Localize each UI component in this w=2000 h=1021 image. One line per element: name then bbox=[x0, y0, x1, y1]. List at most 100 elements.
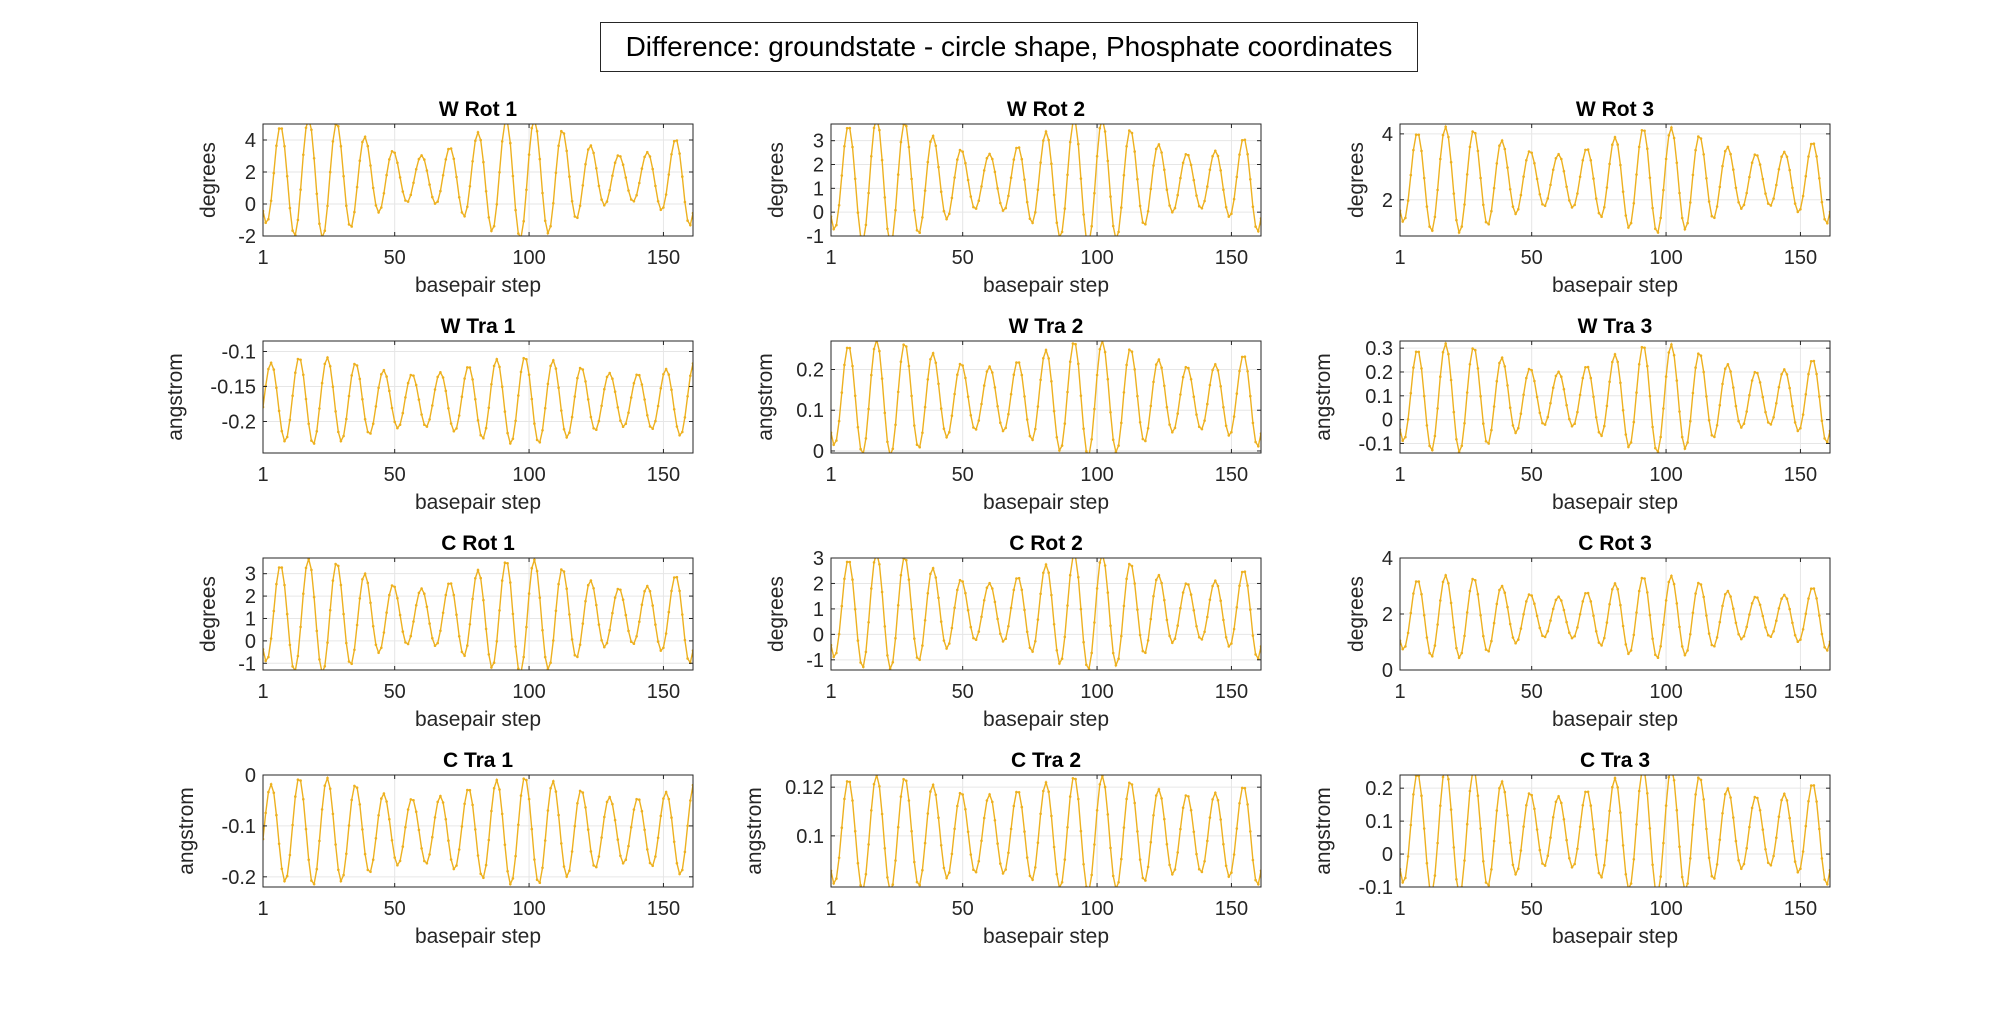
data-point bbox=[595, 428, 598, 432]
data-point bbox=[1707, 200, 1711, 203]
data-point bbox=[425, 425, 429, 428]
y-tick-label: 2 bbox=[245, 586, 256, 608]
data-point bbox=[1769, 635, 1773, 638]
axes-box bbox=[830, 557, 1262, 671]
data-point bbox=[382, 368, 386, 372]
data-point bbox=[1093, 621, 1096, 624]
data-point bbox=[1189, 808, 1193, 812]
data-point bbox=[570, 850, 574, 853]
data-point bbox=[1455, 878, 1458, 881]
data-point bbox=[1109, 411, 1112, 414]
data-point bbox=[1560, 157, 1563, 161]
data-point bbox=[1766, 633, 1770, 637]
data-point bbox=[1498, 588, 1501, 592]
data-point bbox=[1077, 362, 1080, 366]
data-point bbox=[853, 394, 857, 398]
data-point bbox=[568, 869, 571, 872]
data-point bbox=[1157, 143, 1161, 146]
plot-area bbox=[263, 124, 693, 236]
data-point bbox=[549, 661, 552, 664]
data-point bbox=[1541, 862, 1544, 865]
data-point bbox=[1128, 129, 1131, 132]
data-point bbox=[1047, 790, 1050, 793]
data-point bbox=[339, 439, 343, 443]
data-point bbox=[1009, 827, 1013, 831]
data-point bbox=[484, 863, 488, 867]
data-point bbox=[1420, 367, 1423, 370]
data-point bbox=[1710, 643, 1714, 647]
data-point bbox=[525, 778, 528, 782]
data-point bbox=[431, 195, 434, 199]
data-point bbox=[1705, 614, 1708, 617]
data-point bbox=[1535, 828, 1539, 831]
data-point bbox=[1707, 632, 1711, 635]
data-point bbox=[686, 395, 689, 398]
data-point bbox=[1406, 631, 1410, 635]
data-point bbox=[267, 367, 270, 371]
data-point bbox=[621, 598, 625, 601]
data-point bbox=[945, 436, 948, 439]
data-point bbox=[482, 876, 485, 879]
subplot-title: W Rot 2 bbox=[1007, 98, 1085, 121]
data-point bbox=[390, 406, 394, 410]
data-point bbox=[972, 205, 975, 209]
data-point bbox=[1670, 343, 1673, 346]
data-point bbox=[1436, 841, 1439, 845]
data-point bbox=[1637, 145, 1641, 149]
data-point bbox=[1117, 230, 1120, 234]
data-point bbox=[845, 346, 849, 350]
data-point bbox=[845, 560, 849, 564]
data-point bbox=[331, 385, 335, 389]
data-point bbox=[1632, 858, 1636, 861]
data-point bbox=[1138, 633, 1142, 637]
data-point bbox=[1745, 846, 1748, 850]
data-point bbox=[267, 790, 270, 794]
data-point bbox=[974, 870, 978, 874]
data-point bbox=[1122, 826, 1126, 829]
data-point bbox=[291, 665, 294, 668]
y-tick-label: 0.1 bbox=[796, 826, 824, 848]
data-point bbox=[342, 434, 345, 438]
subplot-title: W Tra 1 bbox=[441, 315, 516, 338]
data-point bbox=[1651, 425, 1654, 429]
data-point bbox=[1769, 204, 1773, 207]
data-point bbox=[889, 242, 892, 245]
data-point bbox=[1085, 238, 1088, 241]
data-point bbox=[1500, 780, 1504, 783]
data-point bbox=[1551, 607, 1555, 611]
data-point bbox=[468, 623, 472, 626]
data-point bbox=[605, 375, 609, 379]
data-point bbox=[307, 558, 310, 561]
data-point bbox=[1465, 822, 1469, 826]
data-point bbox=[1479, 176, 1482, 180]
data-point bbox=[1023, 608, 1026, 612]
data-point bbox=[1686, 882, 1689, 885]
data-point bbox=[1130, 350, 1134, 354]
plot-area bbox=[263, 775, 693, 887]
data-point bbox=[1522, 825, 1525, 828]
data-point bbox=[447, 147, 450, 151]
data-point bbox=[1087, 667, 1091, 670]
data-point bbox=[848, 126, 852, 130]
data-point bbox=[377, 386, 380, 390]
data-point bbox=[1586, 148, 1590, 151]
y-tick-label: 0 bbox=[1382, 410, 1393, 432]
data-point bbox=[1189, 593, 1193, 596]
data-point bbox=[1219, 385, 1222, 388]
data-point bbox=[1214, 363, 1217, 366]
series-markers bbox=[831, 341, 1261, 453]
data-point bbox=[608, 628, 611, 632]
data-point bbox=[939, 620, 943, 623]
data-point bbox=[1664, 375, 1668, 378]
data-point bbox=[1406, 199, 1410, 202]
data-point bbox=[1568, 631, 1571, 634]
data-point bbox=[1168, 863, 1171, 867]
data-point bbox=[1659, 216, 1662, 220]
data-point bbox=[1586, 365, 1590, 369]
data-point bbox=[1227, 215, 1231, 218]
data-point bbox=[1654, 888, 1657, 891]
data-point bbox=[1214, 579, 1217, 582]
data-point bbox=[1788, 816, 1791, 820]
data-point bbox=[495, 778, 499, 782]
data-point bbox=[1085, 449, 1088, 453]
